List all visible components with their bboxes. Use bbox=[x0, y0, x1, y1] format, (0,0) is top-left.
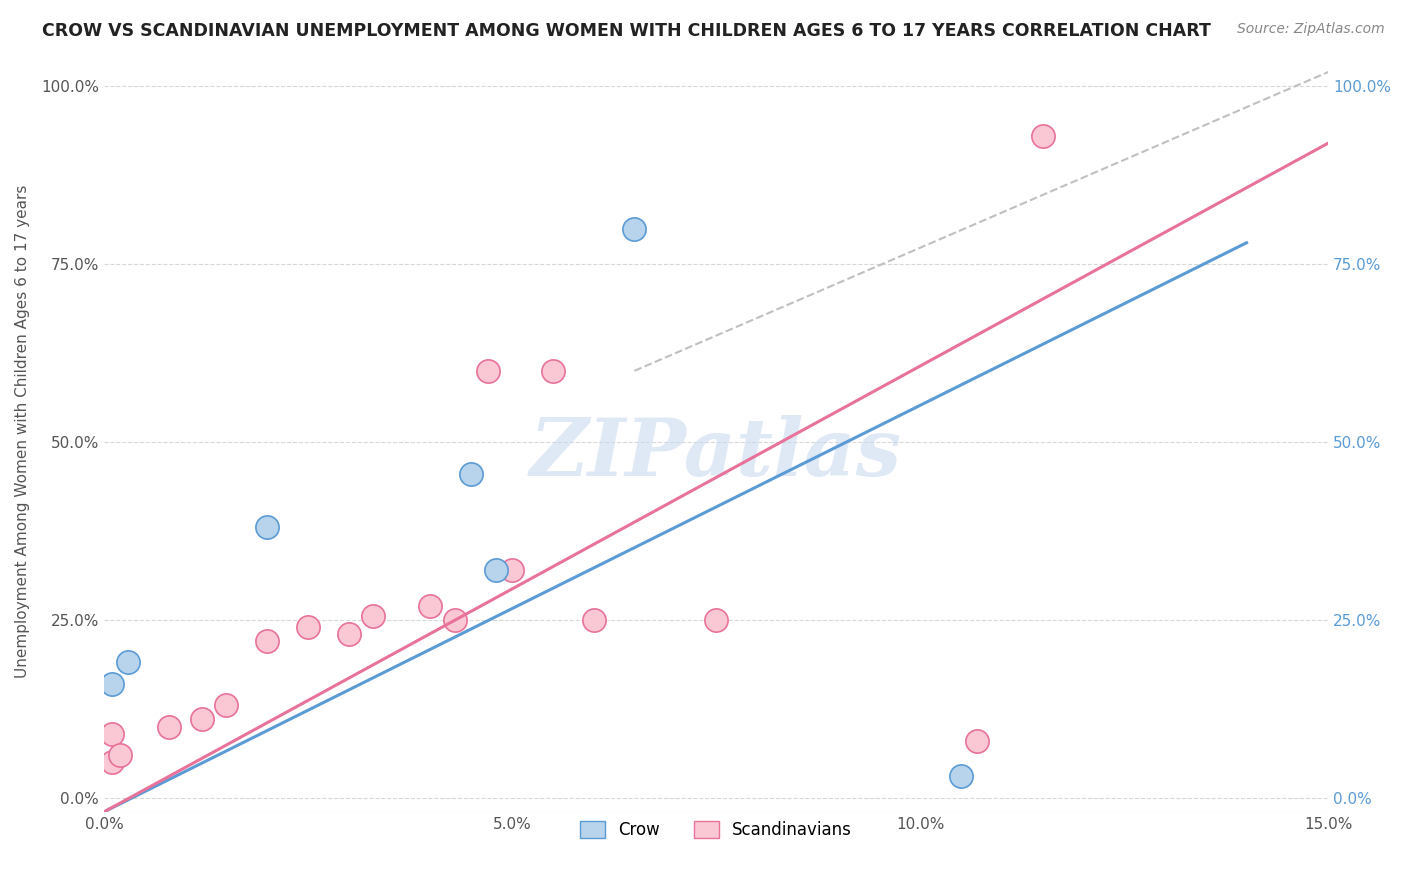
Y-axis label: Unemployment Among Women with Children Ages 6 to 17 years: Unemployment Among Women with Children A… bbox=[15, 185, 30, 678]
Point bbox=[101, 677, 124, 691]
Point bbox=[704, 613, 727, 627]
Point bbox=[623, 221, 645, 235]
Point bbox=[949, 769, 972, 783]
Point bbox=[101, 726, 124, 740]
Legend: Crow, Scandinavians: Crow, Scandinavians bbox=[574, 814, 859, 846]
Text: CROW VS SCANDINAVIAN UNEMPLOYMENT AMONG WOMEN WITH CHILDREN AGES 6 TO 17 YEARS C: CROW VS SCANDINAVIAN UNEMPLOYMENT AMONG … bbox=[42, 22, 1211, 40]
Point bbox=[1031, 129, 1053, 144]
Point bbox=[297, 620, 319, 634]
Point bbox=[256, 520, 278, 534]
Point bbox=[157, 719, 180, 733]
Point bbox=[337, 627, 360, 641]
Point bbox=[191, 712, 214, 726]
Point bbox=[361, 609, 384, 624]
Text: Source: ZipAtlas.com: Source: ZipAtlas.com bbox=[1237, 22, 1385, 37]
Point bbox=[256, 634, 278, 648]
Point bbox=[966, 733, 988, 747]
Point bbox=[541, 364, 564, 378]
Point bbox=[419, 599, 441, 613]
Point bbox=[444, 613, 467, 627]
Point bbox=[477, 364, 499, 378]
Point bbox=[485, 563, 508, 577]
Point bbox=[215, 698, 238, 713]
Point bbox=[501, 563, 523, 577]
Point bbox=[460, 467, 482, 481]
Text: ZIPatlas: ZIPatlas bbox=[530, 416, 903, 493]
Point bbox=[110, 747, 132, 762]
Point bbox=[101, 755, 124, 769]
Point bbox=[117, 656, 139, 670]
Point bbox=[582, 613, 605, 627]
